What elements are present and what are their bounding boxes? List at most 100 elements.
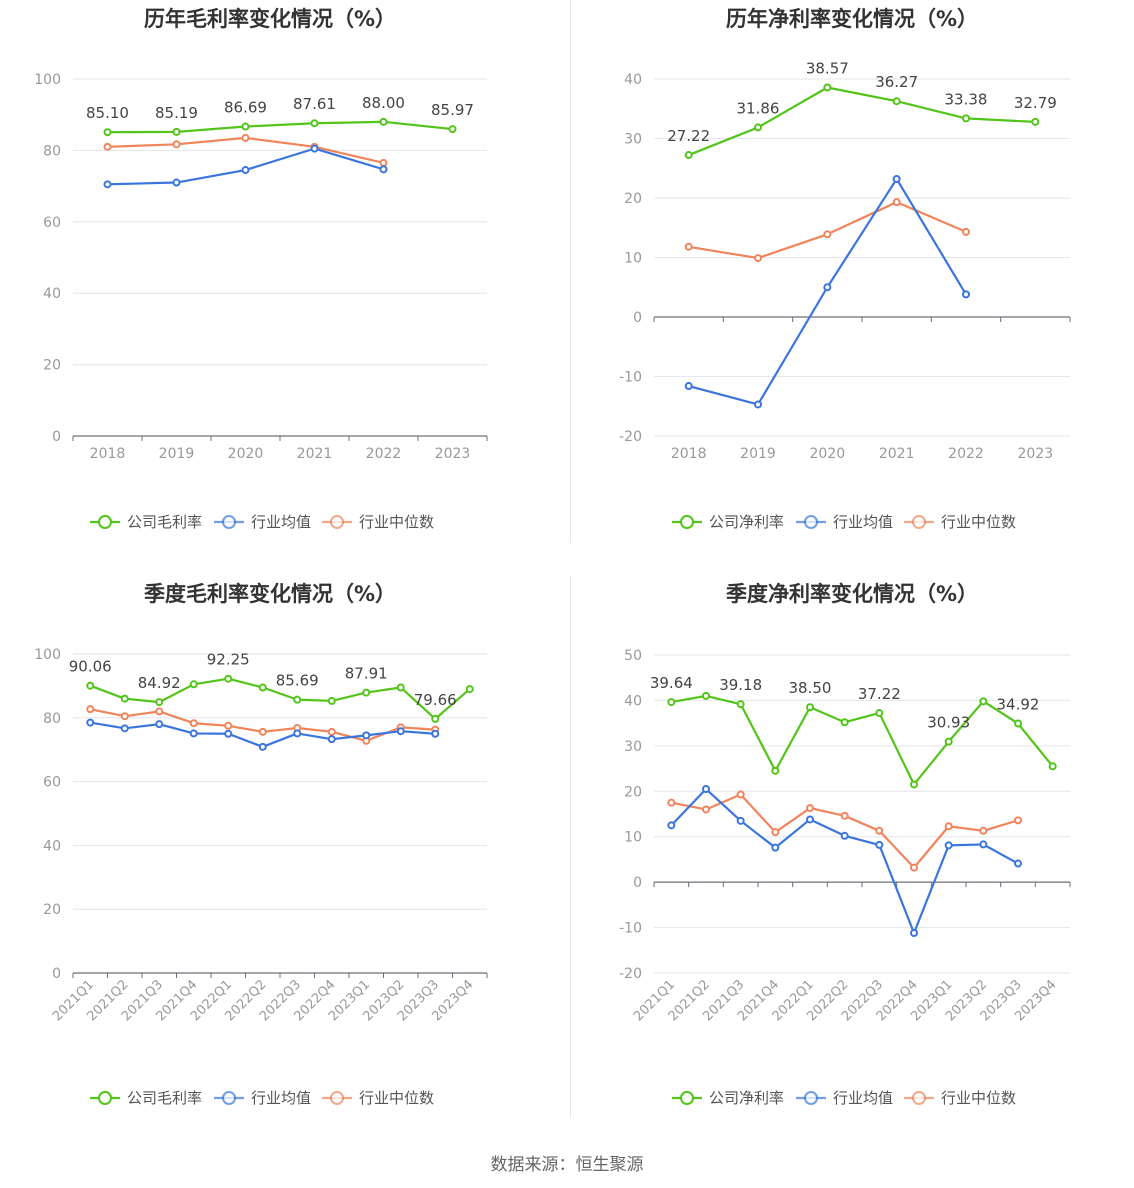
legend-item-avg: 行业均值 bbox=[796, 1089, 893, 1107]
data-point-company bbox=[465, 685, 474, 694]
legend-marker bbox=[680, 515, 694, 529]
data-point-median bbox=[684, 242, 693, 251]
data-point-company bbox=[892, 97, 901, 106]
legend-label: 行业中位数 bbox=[941, 1089, 1016, 1107]
y-tick-label: -10 bbox=[619, 370, 642, 386]
data-point-company bbox=[979, 697, 988, 706]
data-point-avg bbox=[86, 718, 95, 727]
data-label: 38.57 bbox=[806, 60, 849, 78]
legend-label: 行业均值 bbox=[833, 1089, 893, 1107]
data-point-company bbox=[120, 694, 129, 703]
data-point-company bbox=[736, 700, 745, 709]
legend-marker bbox=[330, 515, 344, 529]
legend-label: 公司净利率 bbox=[709, 513, 784, 531]
data-label: 31.86 bbox=[737, 99, 780, 117]
data-point-avg bbox=[979, 840, 988, 849]
data-point-median bbox=[1014, 816, 1022, 825]
data-point-company bbox=[702, 691, 710, 700]
y-tick-label: 20 bbox=[43, 358, 61, 374]
legend-item-company: 公司毛利率 bbox=[90, 1089, 202, 1107]
data-point-median bbox=[806, 804, 814, 813]
legend-label: 行业中位数 bbox=[359, 1089, 434, 1107]
data-point-median bbox=[86, 705, 95, 714]
data-point-avg bbox=[396, 727, 405, 736]
data-point-avg bbox=[736, 816, 745, 825]
series-line-avg bbox=[688, 177, 967, 406]
data-point-avg bbox=[702, 785, 710, 794]
data-point-avg bbox=[944, 841, 953, 850]
legend-item-avg: 行业均值 bbox=[214, 513, 311, 531]
y-tick-label: 20 bbox=[624, 191, 642, 207]
legend-label: 公司毛利率 bbox=[127, 513, 202, 531]
data-point-avg bbox=[875, 840, 884, 849]
legend-label: 行业均值 bbox=[251, 513, 311, 531]
data-point-avg bbox=[1014, 859, 1022, 868]
data-point-company bbox=[172, 127, 181, 136]
data-point-company bbox=[1014, 719, 1022, 728]
data-label: 34.92 bbox=[997, 696, 1040, 714]
chart-panel-1: 历年毛利率变化情况（%） 0 20 40 60 80 100 2018 2019 2020 2021… bbox=[34, 7, 488, 531]
data-point-median bbox=[702, 805, 710, 814]
data-point-company bbox=[754, 123, 762, 132]
y-tick-label: 0 bbox=[52, 966, 61, 982]
data-point-avg bbox=[806, 815, 814, 824]
data-point-avg bbox=[258, 742, 267, 751]
legend-marker bbox=[912, 515, 926, 529]
legend-item-median: 行业中位数 bbox=[322, 513, 434, 531]
y-tick-label: 40 bbox=[43, 286, 61, 302]
y-tick-label: 80 bbox=[43, 143, 61, 159]
vertical-divider-top bbox=[570, 0, 571, 543]
data-point-company bbox=[806, 703, 814, 712]
y-tick-label: -20 bbox=[619, 429, 642, 445]
x-tick-label: 2018 bbox=[90, 446, 126, 462]
data-point-company bbox=[103, 128, 112, 137]
y-tick-label: 10 bbox=[624, 251, 642, 267]
data-point-avg bbox=[667, 821, 676, 830]
data-point-avg bbox=[155, 720, 164, 729]
data-label: 88.00 bbox=[362, 94, 405, 112]
legend-item-avg: 行业均值 bbox=[214, 1089, 311, 1107]
y-tick-label: -20 bbox=[619, 966, 642, 982]
legend-marker bbox=[330, 1091, 344, 1105]
data-point-avg bbox=[103, 180, 112, 189]
data-point-avg bbox=[189, 729, 198, 738]
x-tick-label: 2019 bbox=[740, 446, 776, 462]
legend-marker bbox=[222, 515, 236, 529]
x-tick-label: 2022 bbox=[948, 446, 984, 462]
y-tick-label: 30 bbox=[624, 132, 642, 148]
data-point-median bbox=[771, 828, 780, 837]
data-point-median bbox=[875, 826, 884, 835]
data-label: 39.18 bbox=[719, 676, 762, 694]
data-point-company bbox=[155, 698, 164, 707]
data-point-median bbox=[103, 142, 112, 151]
series-line-company bbox=[688, 86, 1036, 157]
series-line-avg bbox=[670, 787, 1019, 935]
data-label: 85.97 bbox=[431, 101, 474, 119]
x-tick-label: 2023 bbox=[435, 446, 471, 462]
legend-item-company: 公司毛利率 bbox=[90, 513, 202, 531]
chart-title: 季度净利率变化情况（%） bbox=[726, 582, 978, 606]
data-label: 92.25 bbox=[207, 651, 250, 669]
x-tick-label: 2023 bbox=[1018, 446, 1054, 462]
legend-label: 行业均值 bbox=[251, 1089, 311, 1107]
data-label: 85.69 bbox=[276, 672, 319, 690]
y-tick-label: 30 bbox=[624, 739, 642, 755]
chart-panel-2: 历年净利率变化情况（%） -20 -10 0 10 20 30 40 2018 2019 2020 2… bbox=[619, 7, 1071, 531]
y-tick-label: 100 bbox=[34, 647, 61, 663]
data-point-avg bbox=[754, 400, 762, 409]
data-point-avg bbox=[293, 729, 302, 738]
data-point-company bbox=[431, 714, 440, 723]
legend-item-median: 行业中位数 bbox=[904, 1089, 1016, 1107]
data-point-avg bbox=[892, 174, 901, 183]
data-point-median bbox=[823, 230, 832, 239]
data-point-company bbox=[1031, 117, 1040, 126]
data-point-avg bbox=[172, 178, 181, 187]
y-tick-label: 10 bbox=[624, 830, 642, 846]
data-point-company bbox=[944, 737, 953, 746]
x-tick-label: 2019 bbox=[159, 446, 195, 462]
data-label: 86.69 bbox=[224, 99, 267, 117]
data-label: 85.10 bbox=[86, 104, 129, 122]
y-tick-label: 40 bbox=[624, 693, 642, 709]
data-point-company bbox=[396, 683, 405, 692]
data-point-company bbox=[258, 683, 267, 692]
